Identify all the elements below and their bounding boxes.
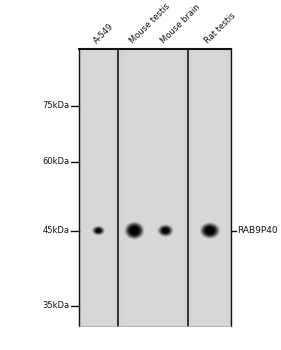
Ellipse shape [205, 226, 215, 235]
Text: 35kDa: 35kDa [42, 301, 69, 310]
Ellipse shape [126, 223, 143, 239]
Ellipse shape [207, 228, 213, 233]
Ellipse shape [132, 228, 137, 233]
Ellipse shape [96, 229, 100, 232]
Text: Mouse testis: Mouse testis [128, 2, 172, 46]
Text: 45kDa: 45kDa [42, 226, 69, 235]
Ellipse shape [132, 228, 137, 233]
Ellipse shape [200, 222, 220, 239]
Ellipse shape [130, 226, 139, 235]
Ellipse shape [162, 228, 169, 233]
Ellipse shape [96, 229, 101, 233]
Ellipse shape [130, 227, 139, 234]
Ellipse shape [206, 227, 214, 234]
Ellipse shape [163, 229, 168, 232]
Ellipse shape [94, 228, 103, 234]
Bar [189, 49, 231, 326]
Ellipse shape [161, 227, 170, 234]
Bar [119, 49, 188, 326]
Bar [78, 49, 118, 326]
Text: 60kDa: 60kDa [42, 158, 69, 166]
Text: RAB9P40: RAB9P40 [237, 226, 278, 235]
Ellipse shape [96, 228, 101, 233]
Text: 75kDa: 75kDa [42, 101, 69, 110]
Ellipse shape [162, 228, 169, 233]
Ellipse shape [157, 224, 174, 237]
Ellipse shape [207, 228, 212, 233]
Bar [125, 49, 183, 326]
Ellipse shape [128, 225, 141, 237]
Text: Mouse brain: Mouse brain [159, 3, 202, 45]
Ellipse shape [92, 225, 105, 236]
Text: A-549: A-549 [92, 22, 116, 46]
Ellipse shape [92, 226, 105, 235]
Ellipse shape [93, 227, 104, 235]
Ellipse shape [202, 224, 218, 237]
Bar [82, 49, 115, 326]
Ellipse shape [129, 226, 140, 235]
Ellipse shape [203, 225, 216, 236]
Ellipse shape [124, 222, 144, 240]
Ellipse shape [160, 226, 171, 235]
Ellipse shape [159, 226, 172, 236]
Text: Rat testis: Rat testis [203, 11, 238, 46]
Ellipse shape [95, 228, 102, 233]
Bar [192, 49, 228, 326]
Ellipse shape [158, 225, 173, 236]
Ellipse shape [201, 223, 219, 238]
Ellipse shape [205, 227, 214, 235]
Ellipse shape [127, 224, 142, 238]
